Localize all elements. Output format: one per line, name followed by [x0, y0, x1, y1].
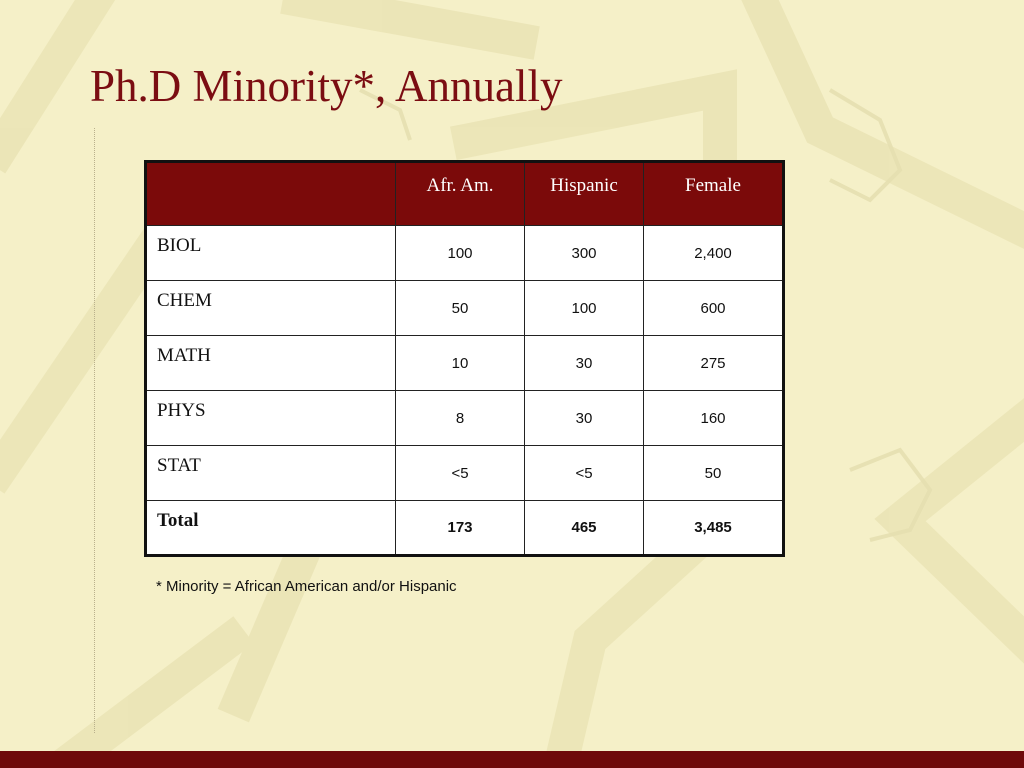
column-header-empty — [145, 161, 396, 226]
table-row: BIOL 100 300 2,400 — [145, 225, 784, 281]
cell-afr-am: 100 — [395, 225, 525, 281]
cell-hispanic: 300 — [524, 225, 644, 281]
cell-female: 50 — [643, 445, 784, 501]
cell-afr-am: 8 — [395, 390, 525, 446]
cell-female-total: 3,485 — [643, 500, 784, 556]
row-label: MATH — [145, 335, 396, 391]
left-dotted-rule — [94, 128, 95, 733]
column-header-hispanic: Hispanic — [524, 161, 644, 226]
column-header-afr-am: Afr. Am. — [395, 161, 525, 226]
cell-hispanic: 30 — [524, 335, 644, 391]
row-label-total: Total — [145, 500, 396, 556]
row-label: BIOL — [145, 225, 396, 281]
table-row: STAT <5 <5 50 — [145, 445, 784, 501]
cell-female: 160 — [643, 390, 784, 446]
row-label: STAT — [145, 445, 396, 501]
cell-hispanic: 30 — [524, 390, 644, 446]
cell-hispanic: 100 — [524, 280, 644, 336]
phd-minority-table: Afr. Am. Hispanic Female BIOL 100 300 2,… — [144, 160, 785, 557]
cell-female: 2,400 — [643, 225, 784, 281]
row-label: PHYS — [145, 390, 396, 446]
table-row: CHEM 50 100 600 — [145, 280, 784, 336]
table-header-row: Afr. Am. Hispanic Female — [145, 161, 784, 226]
footnote: * Minority = African American and/or His… — [156, 578, 457, 595]
cell-female: 275 — [643, 335, 784, 391]
cell-afr-am: <5 — [395, 445, 525, 501]
table-row: PHYS 8 30 160 — [145, 390, 784, 446]
cell-hispanic-total: 465 — [524, 500, 644, 556]
cell-hispanic: <5 — [524, 445, 644, 501]
cell-afr-am: 50 — [395, 280, 525, 336]
table-row: MATH 10 30 275 — [145, 335, 784, 391]
cell-afr-am: 10 — [395, 335, 525, 391]
cell-female: 600 — [643, 280, 784, 336]
table-total-row: Total 173 465 3,485 — [145, 500, 784, 556]
cell-afr-am-total: 173 — [395, 500, 525, 556]
row-label: CHEM — [145, 280, 396, 336]
slide-title: Ph.D Minority*, Annually — [90, 61, 563, 111]
column-header-female: Female — [643, 161, 784, 226]
bottom-accent-bar — [0, 751, 1024, 768]
